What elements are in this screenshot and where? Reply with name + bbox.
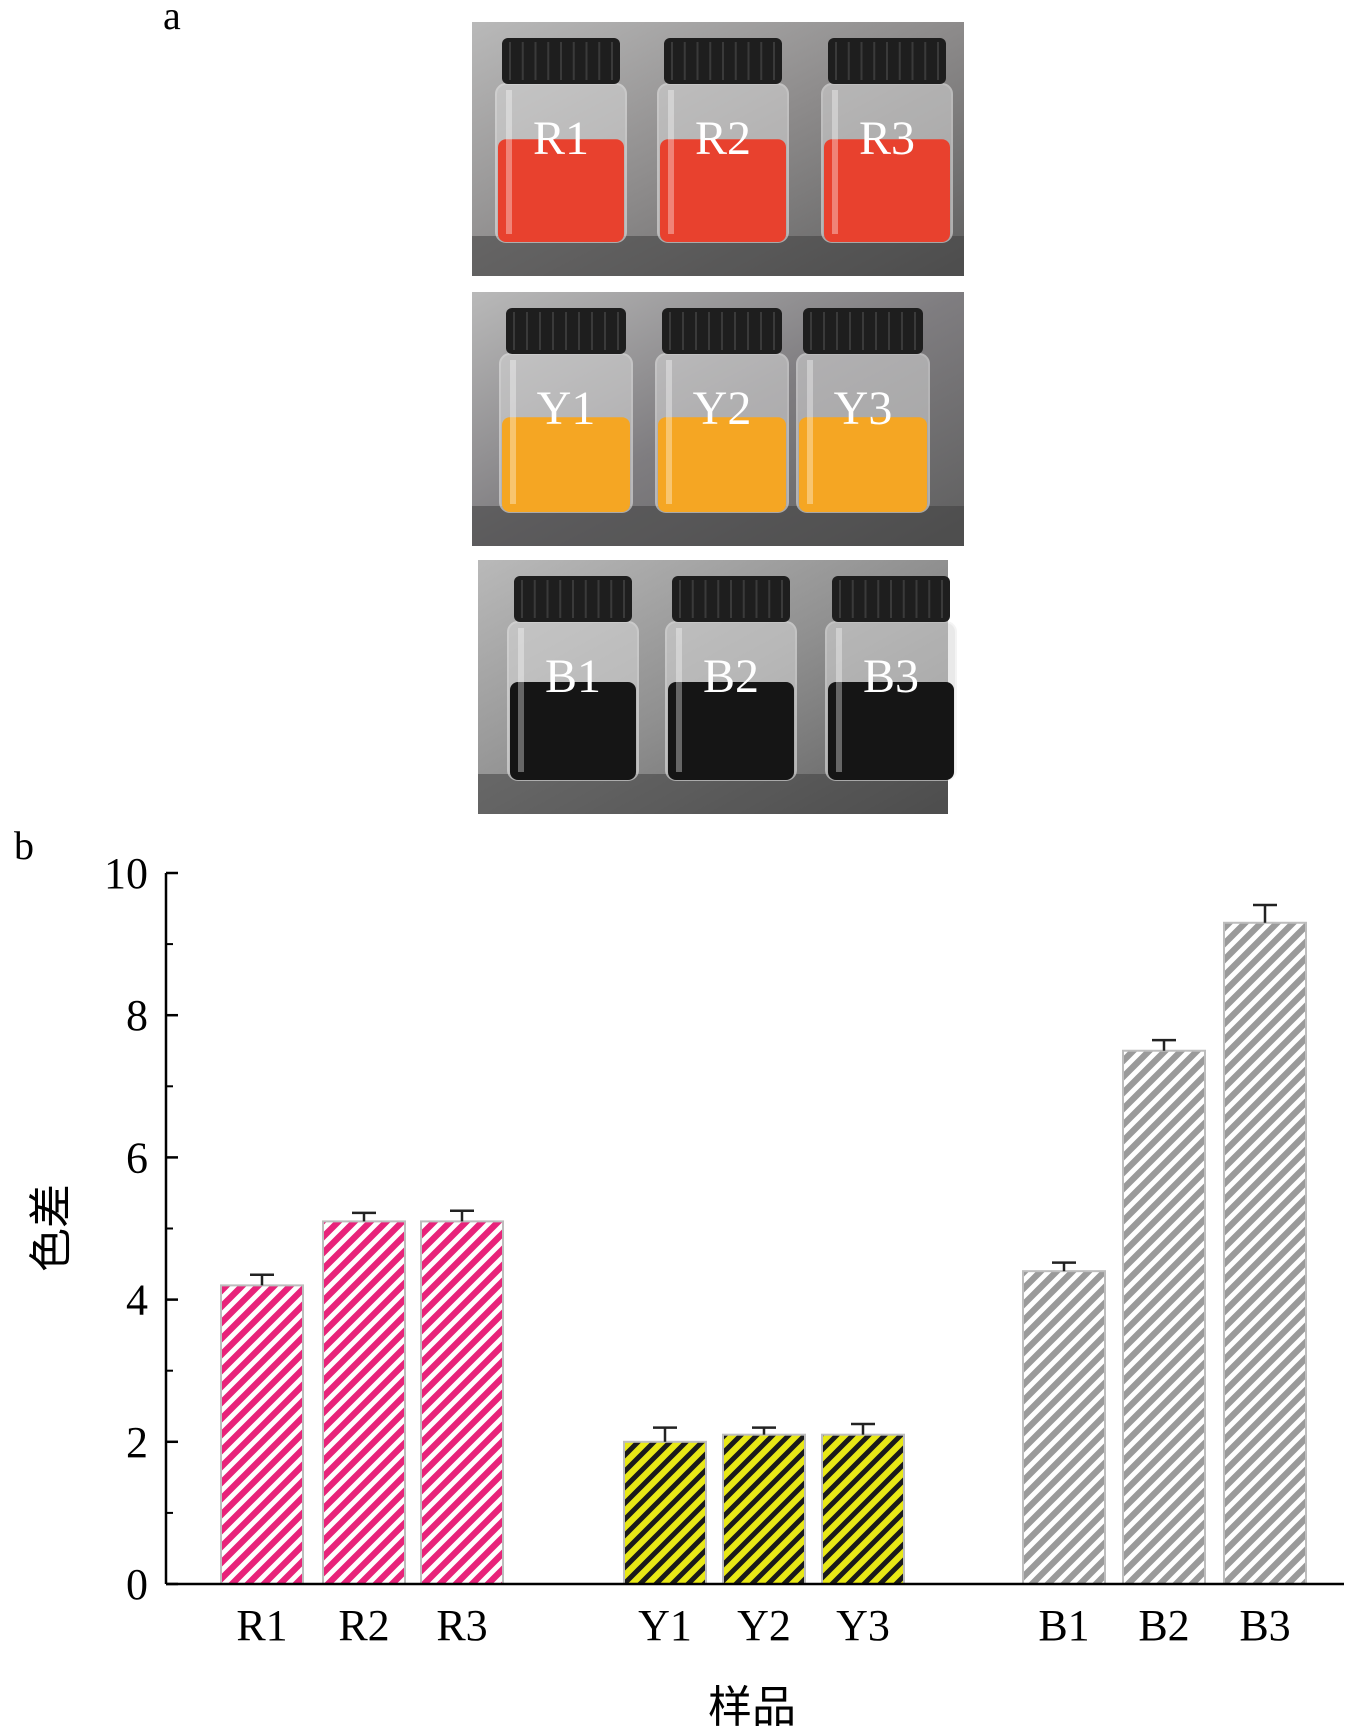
vial-highlight xyxy=(668,90,674,234)
y-tick-label: 10 xyxy=(104,849,148,898)
panel-label-b: b xyxy=(14,823,34,868)
vial-label-y1: Y1 xyxy=(537,382,596,435)
vial: B1 xyxy=(507,576,639,781)
bar-y2 xyxy=(722,1433,806,1585)
vial: B3 xyxy=(825,576,957,781)
y-tick-label: 6 xyxy=(126,1133,148,1182)
vial-label-b3: B3 xyxy=(863,650,919,703)
x-tick-label-b1: B1 xyxy=(1038,1601,1089,1650)
vial-highlight xyxy=(676,628,682,772)
vial-highlight xyxy=(832,90,838,234)
vial-liquid xyxy=(828,682,954,780)
x-tick-label-r2: R2 xyxy=(338,1601,389,1650)
vial: R3 xyxy=(821,38,953,243)
bar-b3 xyxy=(1223,921,1307,1585)
vial: Y2 xyxy=(655,308,789,513)
bar-r2 xyxy=(322,1220,406,1585)
x-tick-label-y1: Y1 xyxy=(638,1601,692,1650)
y-tick-label: 0 xyxy=(126,1560,148,1609)
vial-liquid xyxy=(502,417,630,512)
vial-label-r2: R2 xyxy=(695,112,751,165)
vial: Y1 xyxy=(499,308,633,513)
x-tick-label-b2: B2 xyxy=(1138,1601,1189,1650)
vial: Y3 xyxy=(796,308,930,513)
vial-highlight xyxy=(506,90,512,234)
vial-liquid xyxy=(799,417,927,512)
vial: R2 xyxy=(657,38,789,243)
vial-label-b1: B1 xyxy=(545,650,601,703)
x-tick-label-y3: Y3 xyxy=(836,1601,890,1650)
bar-y3 xyxy=(821,1433,905,1585)
vial-highlight xyxy=(807,360,813,504)
photo-row: B1 B2 B3 xyxy=(478,560,957,814)
vial-highlight xyxy=(666,360,672,504)
vial-liquid xyxy=(510,682,636,780)
x-axis-title: 样品 xyxy=(708,1682,796,1730)
vial: B2 xyxy=(665,576,797,781)
y-tick-label: 2 xyxy=(126,1418,148,1467)
vial-highlight xyxy=(510,360,516,504)
x-tick-label-b3: B3 xyxy=(1239,1601,1290,1650)
vial-highlight xyxy=(836,628,842,772)
vial-liquid xyxy=(498,139,624,242)
vial-label-b2: B2 xyxy=(703,650,759,703)
y-axis-title: 色差 xyxy=(26,1184,77,1272)
vial-label-y2: Y2 xyxy=(693,382,752,435)
y-tick-label: 8 xyxy=(126,991,148,1040)
bar-b1 xyxy=(1022,1270,1106,1586)
vial-liquid xyxy=(668,682,794,780)
bar-b2 xyxy=(1122,1049,1206,1585)
bar-r1 xyxy=(220,1284,304,1585)
vial-highlight xyxy=(518,628,524,772)
bar-r3 xyxy=(420,1220,504,1585)
vial-liquid xyxy=(660,139,786,242)
vial-liquid xyxy=(658,417,786,512)
x-tick-label-r1: R1 xyxy=(236,1601,287,1650)
vial-label-y3: Y3 xyxy=(834,382,893,435)
vial-liquid xyxy=(824,139,950,242)
x-tick-label-y2: Y2 xyxy=(737,1601,791,1650)
y-tick-label: 4 xyxy=(126,1276,148,1325)
vial: R1 xyxy=(495,38,627,243)
photo-row: R1 R2 R3 xyxy=(472,22,964,276)
x-tick-label-r3: R3 xyxy=(436,1601,487,1650)
vial-label-r3: R3 xyxy=(859,112,915,165)
bar-y1 xyxy=(623,1440,707,1586)
panel-label-a: a xyxy=(163,0,181,38)
vial-label-r1: R1 xyxy=(533,112,589,165)
vial-photographs: R1 R2 R3 Y1 Y2 Y3 B1 B2 B3 xyxy=(472,22,964,814)
photo-row: Y1 Y2 Y3 xyxy=(472,292,964,546)
